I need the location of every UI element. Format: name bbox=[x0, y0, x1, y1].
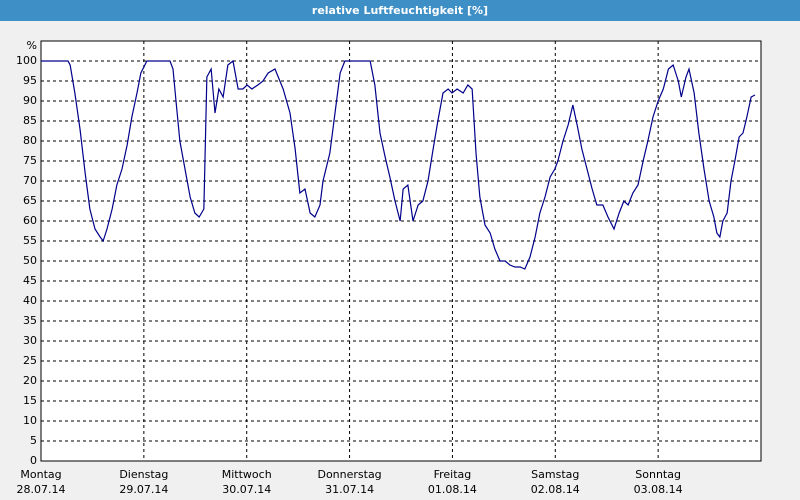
y-tick-label: 35 bbox=[23, 314, 37, 327]
x-tick-label: Dienstag bbox=[119, 468, 168, 481]
x-tick-label: Freitag bbox=[434, 468, 472, 481]
title-bar bbox=[0, 0, 800, 21]
y-tick-label: 90 bbox=[23, 94, 37, 107]
humidity-line bbox=[41, 59, 756, 270]
x-tick-label: 01.08.14 bbox=[428, 483, 477, 496]
y-tick-label: 100 bbox=[16, 54, 37, 67]
y-tick-label: 15 bbox=[23, 394, 37, 407]
y-tick-label: 10 bbox=[23, 414, 37, 427]
x-tick-label: Donnerstag bbox=[317, 468, 381, 481]
y-unit-label: % bbox=[27, 39, 37, 52]
x-tick-label: Mittwoch bbox=[222, 468, 272, 481]
y-tick-label: 80 bbox=[23, 134, 37, 147]
y-tick-label: 95 bbox=[23, 74, 37, 87]
chart-title: relative Luftfeuchtigkeit [%] bbox=[312, 4, 488, 17]
x-tick-label: 30.07.14 bbox=[222, 483, 271, 496]
y-tick-label: 20 bbox=[23, 374, 37, 387]
y-tick-label: 0 bbox=[30, 454, 37, 467]
y-tick-label: 55 bbox=[23, 234, 37, 247]
y-tick-label: 85 bbox=[23, 114, 37, 127]
y-tick-label: 50 bbox=[23, 254, 37, 267]
y-tick-label: 40 bbox=[23, 294, 37, 307]
y-tick-label: 30 bbox=[23, 334, 37, 347]
y-tick-label: 5 bbox=[30, 434, 37, 447]
y-tick-label: 60 bbox=[23, 214, 37, 227]
y-tick-label: 65 bbox=[23, 194, 37, 207]
y-tick-label: 75 bbox=[23, 154, 37, 167]
x-tick-label: 02.08.14 bbox=[531, 483, 580, 496]
x-tick-label: Samstag bbox=[531, 468, 579, 481]
y-tick-label: 45 bbox=[23, 274, 37, 287]
y-tick-label: 70 bbox=[23, 174, 37, 187]
x-tick-label: 31.07.14 bbox=[325, 483, 374, 496]
x-tick-label: Sonntag bbox=[635, 468, 681, 481]
x-tick-label: Montag bbox=[20, 468, 61, 481]
plot-area bbox=[40, 40, 762, 462]
x-tick-label: 29.07.14 bbox=[119, 483, 168, 496]
x-tick-label: 28.07.14 bbox=[17, 483, 66, 496]
y-tick-label: 25 bbox=[23, 354, 37, 367]
x-tick-label: 03.08.14 bbox=[634, 483, 683, 496]
